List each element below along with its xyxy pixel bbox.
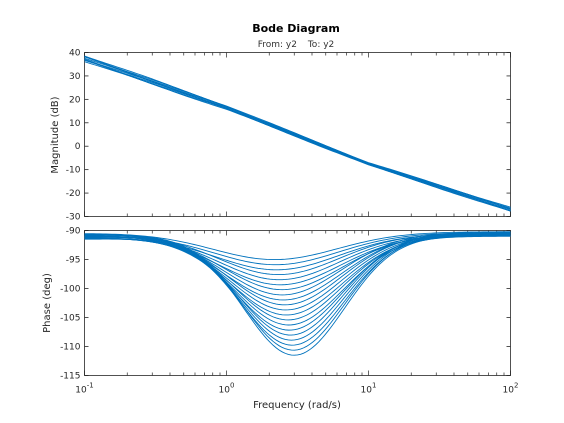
magnitude-ytick-label: 20 — [69, 95, 81, 105]
chart-subtitle: From: y2 To: y2 — [258, 40, 335, 50]
x-tick-label: 100 — [219, 382, 235, 396]
magnitude-ytick-label: -30 — [66, 213, 81, 223]
magnitude-ytick-label: 40 — [69, 49, 81, 59]
phase-ytick-label: -115 — [60, 372, 80, 382]
magnitude-curve — [84, 55, 511, 208]
phase-ytick-label: -90 — [66, 227, 81, 237]
magnitude-x-minor-ticks — [84, 52, 511, 217]
phase-curve — [84, 234, 511, 351]
magnitude-curve — [84, 58, 511, 212]
chart-title: Bode Diagram — [252, 22, 340, 35]
phase-curve — [84, 231, 511, 261]
phase-curves — [84, 231, 511, 356]
subtitle-to: To: y2 — [307, 40, 334, 50]
magnitude-curve — [84, 56, 511, 210]
subtitle-from: From: y2 — [258, 40, 297, 50]
magnitude-ytick-label: -10 — [66, 166, 81, 176]
magnitude-curves — [84, 55, 511, 212]
phase-panel: -90 -95 -100 -105 -110 -115 10-1 100 101 102 Pha… — [42, 227, 518, 396]
x-tick-label: 101 — [361, 382, 377, 396]
phase-y-ticks: -90 -95 -100 -105 -110 -115 — [60, 227, 511, 382]
magnitude-ylabel: Magnitude (dB) — [50, 96, 61, 173]
x-axis-label: Frequency (rad/s) — [253, 400, 341, 411]
magnitude-ytick-label: 0 — [75, 142, 81, 152]
phase-ylabel: Phase (deg) — [42, 273, 53, 333]
phase-x-ticks: 10-1 100 101 102 — [75, 230, 519, 396]
phase-curve — [84, 235, 511, 356]
magnitude-panel: 40 30 20 10 0 -10 -20 -30 Magnitude (dB) — [50, 49, 511, 223]
phase-ytick-label: -100 — [60, 285, 81, 295]
magnitude-ytick-label: 30 — [69, 72, 81, 82]
magnitude-y-ticks: 40 30 20 10 0 -10 -20 -30 — [66, 49, 511, 223]
magnitude-ytick-label: 10 — [69, 119, 81, 129]
magnitude-curve — [84, 59, 511, 212]
magnitude-ytick-label: -20 — [66, 189, 81, 199]
x-tick-label: 102 — [503, 382, 519, 396]
x-tick-label: 10-1 — [75, 382, 93, 396]
phase-ytick-label: -110 — [60, 343, 81, 353]
phase-ytick-label: -105 — [60, 314, 80, 324]
phase-ytick-label: -95 — [66, 256, 81, 266]
